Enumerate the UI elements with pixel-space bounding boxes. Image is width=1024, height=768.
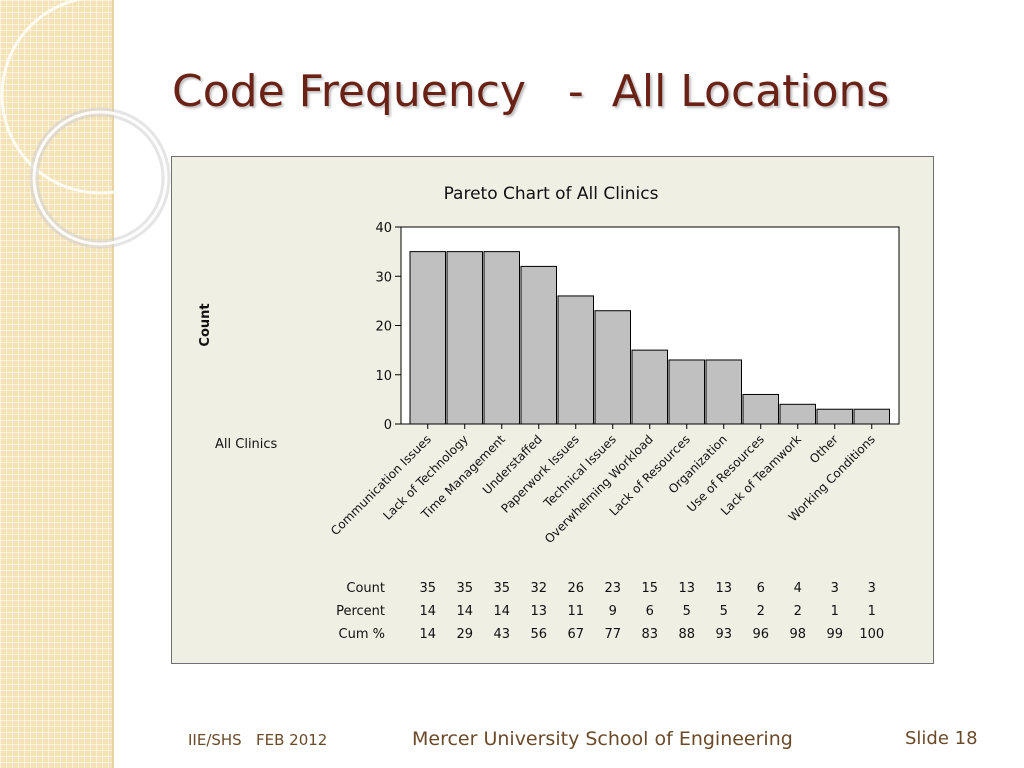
bar bbox=[446, 251, 483, 425]
y-axis-label: Count bbox=[198, 303, 213, 346]
bar bbox=[557, 295, 594, 425]
table-cell: 35 bbox=[456, 581, 473, 596]
table-cell: 93 bbox=[715, 627, 732, 642]
table-cell: 15 bbox=[641, 581, 658, 596]
table-cell: 14 bbox=[419, 627, 436, 642]
y-tick-label: 20 bbox=[375, 320, 392, 335]
table-cell: 77 bbox=[604, 627, 621, 642]
table-cell: 5 bbox=[683, 604, 691, 619]
table-cell: 88 bbox=[678, 627, 695, 642]
table-cell: 29 bbox=[456, 627, 473, 642]
decorative-rings bbox=[0, 0, 200, 249]
pareto-chart-panel: Pareto Chart of All Clinics Count All Clin… bbox=[171, 156, 934, 664]
table-cell: 23 bbox=[604, 581, 621, 596]
bar bbox=[520, 265, 557, 425]
footer-date: IIE/SHS FEB 2012 bbox=[188, 731, 328, 749]
table-cell: 6 bbox=[757, 581, 765, 596]
slide-number: Slide 18 bbox=[905, 728, 978, 749]
table-cell: 9 bbox=[609, 604, 617, 619]
table-cell: 43 bbox=[493, 627, 510, 642]
table-cell: 6 bbox=[646, 604, 654, 619]
bar bbox=[483, 251, 520, 425]
table-cell: 67 bbox=[567, 627, 584, 642]
x-category-label: Other bbox=[807, 432, 841, 466]
table-cell: 2 bbox=[794, 604, 802, 619]
slide-title: Code Frequency - All Locations bbox=[172, 66, 890, 117]
table-cell: 96 bbox=[752, 627, 769, 642]
table-cell: 26 bbox=[567, 581, 584, 596]
table-cell: 14 bbox=[456, 604, 473, 619]
bar bbox=[668, 359, 705, 425]
table-cell: 83 bbox=[641, 627, 658, 642]
chart-title: Pareto Chart of All Clinics bbox=[444, 184, 659, 204]
table-cell: 11 bbox=[567, 604, 584, 619]
table-cell: 56 bbox=[530, 627, 547, 642]
table-cell: 1 bbox=[831, 604, 839, 619]
bar bbox=[742, 393, 779, 425]
table-cell: 100 bbox=[859, 627, 884, 642]
table-cell: 3 bbox=[831, 581, 839, 596]
table-cell: 99 bbox=[826, 627, 843, 642]
bar bbox=[409, 251, 446, 425]
table-cell: 4 bbox=[794, 581, 802, 596]
table-cell: 98 bbox=[789, 627, 806, 642]
bar bbox=[853, 408, 890, 425]
group-label: All Clinics bbox=[215, 437, 278, 452]
footer-organization: Mercer University School of Engineering bbox=[412, 728, 793, 750]
pareto-chart: Pareto Chart of All Clinics Count All Clin… bbox=[198, 184, 900, 642]
table-row-label: Count bbox=[346, 581, 385, 596]
table-cell: 13 bbox=[678, 581, 695, 596]
table-cell: 13 bbox=[530, 604, 547, 619]
bar bbox=[779, 403, 816, 425]
decorative-ring-large bbox=[0, 0, 200, 195]
table-cell: 3 bbox=[868, 581, 876, 596]
table-cell: 35 bbox=[493, 581, 510, 596]
table-row-label: Percent bbox=[336, 604, 385, 619]
bar bbox=[816, 408, 853, 425]
bar bbox=[705, 359, 742, 425]
table-cell: 14 bbox=[419, 604, 436, 619]
table-cell: 5 bbox=[720, 604, 728, 619]
table-cell: 32 bbox=[530, 581, 547, 596]
table-row-label: Cum % bbox=[339, 627, 385, 642]
table-cell: 13 bbox=[715, 581, 732, 596]
bar bbox=[631, 349, 668, 425]
table-cell: 2 bbox=[757, 604, 765, 619]
table-cell: 14 bbox=[493, 604, 510, 619]
y-tick-label: 30 bbox=[375, 270, 392, 285]
y-tick-label: 0 bbox=[384, 418, 392, 433]
bar bbox=[594, 310, 631, 425]
y-tick-label: 40 bbox=[375, 221, 392, 236]
decorative-ring-small bbox=[32, 110, 168, 246]
y-tick-label: 10 bbox=[375, 369, 392, 384]
table-cell: 1 bbox=[868, 604, 876, 619]
table-cell: 35 bbox=[419, 581, 436, 596]
